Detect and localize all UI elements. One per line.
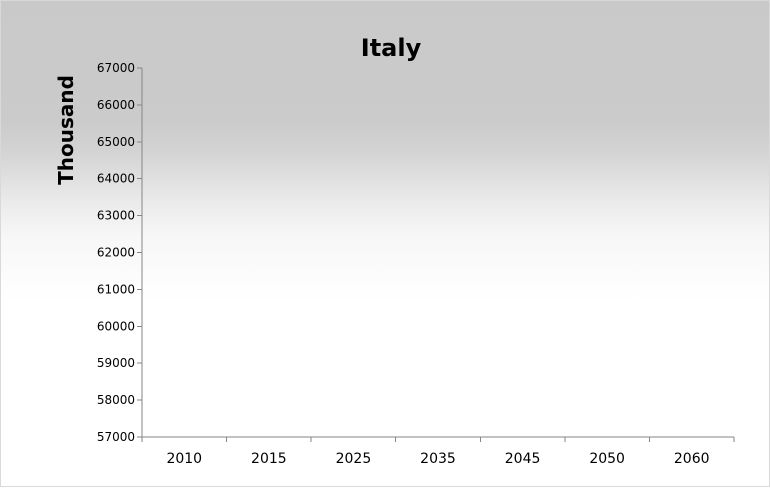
y-axis-label: Thousand bbox=[54, 75, 78, 185]
y-tick-label: 65000 bbox=[97, 135, 135, 149]
y-axis: 67000 66000 65000 64000 63000 62000 61000 60000… bbox=[97, 61, 143, 444]
y-tick-label: 67000 bbox=[97, 61, 135, 75]
y-tick-label: 62000 bbox=[97, 246, 135, 260]
x-tick-label: 2025 bbox=[336, 451, 372, 467]
y-tick-label: 59000 bbox=[97, 356, 135, 370]
x-tick-label: 2035 bbox=[420, 451, 456, 467]
x-axis: 2010 2015 2025 2035 2045 2050 2060 bbox=[141, 436, 735, 467]
y-tick-label: 64000 bbox=[97, 172, 135, 186]
y-tick-label: 57000 bbox=[97, 430, 135, 444]
y-tick-label: 63000 bbox=[97, 209, 135, 223]
chart-title: Italy bbox=[361, 34, 422, 62]
x-tick-label: 2060 bbox=[674, 451, 710, 467]
x-tick-label: 2010 bbox=[166, 451, 202, 467]
x-tick-label: 2050 bbox=[589, 451, 625, 467]
x-tick-label: 2015 bbox=[251, 451, 287, 467]
y-tick-label: 61000 bbox=[97, 282, 135, 296]
y-tick-label: 66000 bbox=[97, 98, 135, 112]
y-tick-label: 58000 bbox=[97, 393, 135, 407]
x-tick-label: 2045 bbox=[505, 451, 541, 467]
y-tick-label: 60000 bbox=[97, 319, 135, 333]
